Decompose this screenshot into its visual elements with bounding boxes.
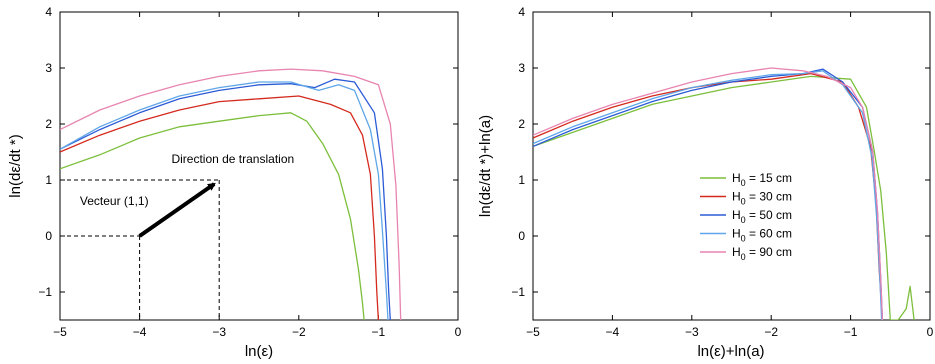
x-tick-label: −2	[764, 325, 778, 339]
annotation-0: Direction de translation	[171, 152, 294, 166]
y-tick-label: 2	[518, 117, 525, 131]
y-axis-label: ln(dε/dt *)+ln(a)	[477, 115, 494, 217]
legend-name: H	[732, 171, 741, 185]
translation-vector-arrow	[138, 182, 216, 238]
x-tick-label: −1	[372, 325, 386, 339]
x-tick-label: −4	[133, 325, 147, 339]
legend-label: H0 = 30 cm	[732, 190, 792, 207]
y-tick-label: 2	[45, 117, 52, 131]
legend-sub: 0	[741, 178, 746, 188]
legend-label: H0 = 15 cm	[732, 171, 792, 188]
legend-name: H	[732, 190, 741, 204]
legend-suffix: = 90 cm	[746, 245, 792, 259]
legend-name: H	[732, 227, 741, 241]
x-tick-label: 0	[455, 325, 462, 339]
y-tick-label: 1	[45, 173, 52, 187]
legend-suffix: = 30 cm	[746, 190, 792, 204]
legend-label: H0 = 90 cm	[732, 245, 792, 262]
y-axis-label: ln(dε/dt *)	[7, 134, 24, 197]
x-tick-label: 0	[927, 325, 934, 339]
y-tick-label: −1	[511, 285, 525, 299]
x-tick-label: −3	[212, 325, 226, 339]
x-tick-label: −5	[526, 325, 540, 339]
legend-suffix: = 15 cm	[746, 171, 792, 185]
legend-label: H0 = 60 cm	[732, 227, 792, 244]
plot-frame	[59, 11, 459, 321]
x-axis-label: ln(ε)+ln(a)	[697, 343, 764, 360]
y-tick-label: 3	[518, 61, 525, 75]
right-chart: −5 −4 −3 −2 −1 0 −1 0 1 2 3 4 ln(ε)+ln(a) ln(dε/dt *)…	[477, 5, 934, 360]
x-tick-label: −3	[685, 325, 699, 339]
y-tick-label: 3	[45, 61, 52, 75]
x-tick-label: −2	[292, 325, 306, 339]
series-line-2	[533, 68, 884, 320]
y-tick-label: 0	[45, 229, 52, 243]
series-line-1	[60, 95, 380, 320]
legend-label: H0 = 50 cm	[732, 208, 792, 225]
legend-sub: 0	[741, 252, 746, 262]
series-line-4	[533, 67, 884, 320]
left-chart: −5 −4 −3 −2 −1 0 −1 0 1 2 3 4 ln(ε) ln(dε/dt *) Direct…	[7, 5, 462, 360]
legend-suffix: = 50 cm	[746, 208, 792, 222]
x-axis-label: ln(ε)	[245, 343, 273, 360]
series-line-3	[533, 70, 883, 320]
series-line-0	[60, 112, 365, 320]
legend-sub: 0	[741, 234, 746, 244]
x-tick-label: −1	[844, 325, 858, 339]
series-line-0	[533, 75, 915, 320]
y-tick-label: 4	[45, 5, 52, 19]
annotation-1: Vecteur (1,1)	[80, 194, 149, 208]
legend-name: H	[732, 208, 741, 222]
x-tick-label: −4	[606, 325, 620, 339]
series-line-3	[60, 81, 389, 320]
series-line-2	[60, 78, 391, 320]
series-line-4	[60, 68, 402, 320]
x-tick-label: −5	[53, 325, 67, 339]
y-tick-label: 0	[518, 229, 525, 243]
legend-suffix: = 60 cm	[746, 227, 792, 241]
legend-name: H	[732, 245, 741, 259]
legend-sub: 0	[741, 215, 746, 225]
plot-frame	[532, 11, 931, 321]
legend-sub: 0	[741, 197, 746, 207]
y-tick-label: −1	[38, 285, 52, 299]
y-tick-label: 1	[518, 173, 525, 187]
y-tick-label: 4	[518, 5, 525, 19]
